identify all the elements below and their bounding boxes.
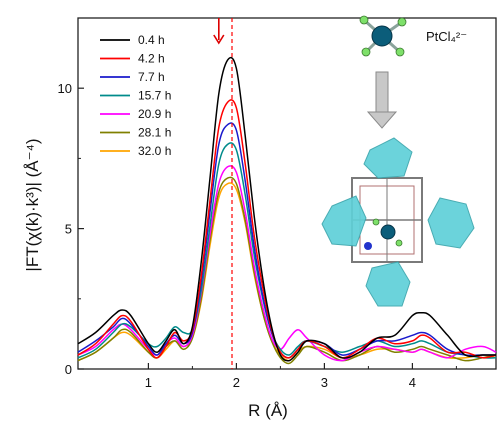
x-tick-label: 4	[409, 375, 416, 390]
legend-label: 4.2 h	[138, 52, 165, 66]
axis-ticks: 1 2 3 4 0 5 10	[58, 81, 457, 390]
series-line-15-7-h	[77, 142, 497, 359]
x-axis-title: R (Å)	[248, 401, 288, 420]
legend-label: 28.1 h	[138, 126, 171, 140]
x-tick-label: 3	[321, 375, 328, 390]
reference-markers	[213, 18, 233, 369]
legend: 0.4 h 4.2 h 7.7 h 15.7 h 20.9 h 28.1 h 32.0 h	[100, 33, 171, 158]
series-line-0-4-h	[77, 56, 496, 362]
down-arrow-head	[213, 34, 225, 45]
process-arrow-icon	[366, 71, 398, 129]
legend-label: 0.4 h	[138, 33, 165, 47]
series-line-7-7-h	[77, 122, 496, 359]
framework-structure-icon	[321, 137, 475, 307]
legend-label: 32.0 h	[138, 144, 171, 158]
x-tick-label: 1	[145, 375, 152, 390]
y-axis-title: |FT(χ(k)·k³)| (Å⁻⁴)	[23, 138, 42, 271]
ptcl4-molecule-icon	[359, 15, 407, 57]
legend-label: 15.7 h	[138, 89, 171, 103]
series-lines	[77, 56, 497, 365]
legend-label: 7.7 h	[138, 70, 165, 84]
y-tick-label: 5	[65, 222, 72, 237]
ptcl4-label: PtCl₄²⁻	[426, 29, 467, 44]
y-tick-label: 10	[58, 81, 72, 96]
legend-label: 20.9 h	[138, 107, 171, 121]
x-tick-label: 2	[233, 375, 240, 390]
series-line-4-2-h	[77, 99, 497, 359]
plot-frame	[77, 17, 497, 370]
y-tick-label: 0	[65, 362, 72, 377]
